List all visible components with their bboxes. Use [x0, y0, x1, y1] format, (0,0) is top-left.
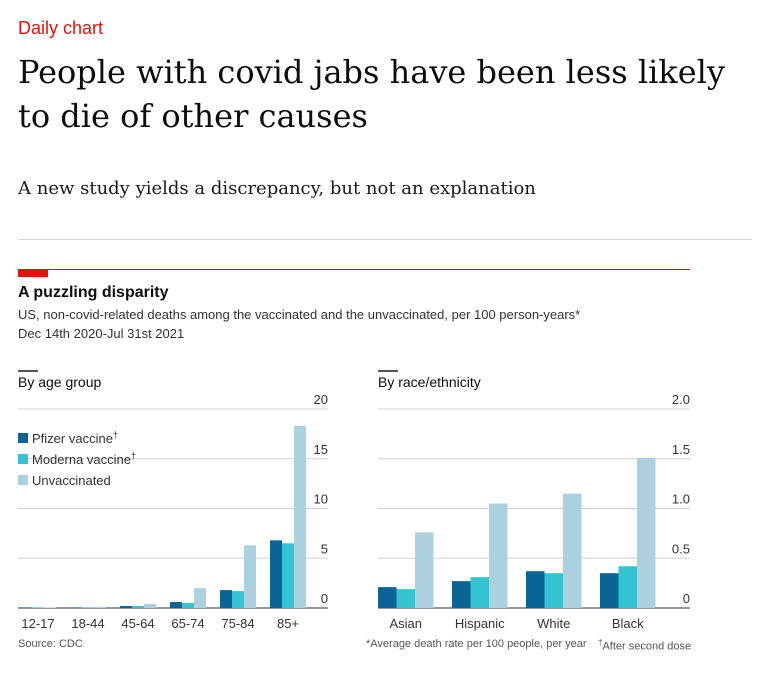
y-tick-label-1-0: 0 — [683, 591, 690, 606]
standfirst: A new study yields a discrepancy, but no… — [18, 178, 536, 199]
x-tick-label-asian: Asian — [389, 616, 422, 631]
bar-by-age-group-45-64-pfizer-vaccine — [120, 606, 132, 608]
bar-by-age-group-85-unvaccinated — [294, 425, 306, 608]
x-tick-label-45-64: 45-64 — [121, 616, 154, 631]
bar-by-age-group-45-64-unvaccinated — [144, 604, 156, 608]
legend-dagger-moderna-vaccine: † — [131, 451, 136, 461]
footnote-dagger-text: After second dose — [602, 640, 692, 653]
source: Source: CDC — [18, 638, 83, 650]
bar-by-race-ethnicity-asian-moderna-vaccine — [396, 589, 415, 608]
y-tick-label-1-4: 2.0 — [672, 392, 690, 407]
y-tick-label-0-4: 20 — [314, 392, 328, 407]
divider — [18, 239, 752, 240]
bar-by-age-group-85-pfizer-vaccine — [270, 540, 282, 608]
bar-by-race-ethnicity-hispanic-moderna-vaccine — [470, 577, 489, 608]
bar-by-age-group-85-moderna-vaccine — [282, 543, 294, 608]
y-tick-label-1-2: 1.0 — [672, 492, 690, 507]
bar-by-race-ethnicity-black-unvaccinated — [637, 457, 656, 608]
chart-subtitle: US, non-covid-related deaths among the v… — [18, 307, 581, 322]
x-tick-label-hispanic: Hispanic — [455, 616, 505, 631]
bar-by-race-ethnicity-hispanic-unvaccinated — [489, 503, 508, 608]
headline: People with covid jabs have been less li… — [18, 53, 725, 135]
chart-top-rule — [18, 269, 690, 270]
bar-by-age-group-45-64-moderna-vaccine — [132, 606, 144, 608]
panel-dash-age — [18, 370, 38, 372]
bar-by-race-ethnicity-black-moderna-vaccine — [618, 566, 637, 608]
chart-title: A puzzling disparity — [18, 284, 169, 301]
x-tick-label-white: White — [537, 616, 570, 631]
bar-by-age-group-75-84-unvaccinated — [244, 545, 256, 608]
x-tick-label-65-74: 65-74 — [171, 616, 204, 631]
bar-by-race-ethnicity-white-moderna-vaccine — [544, 573, 563, 608]
y-tick-label-0-3: 15 — [314, 442, 328, 457]
legend-swatch-pfizer-vaccine — [18, 433, 28, 443]
bar-by-age-group-12-17-pfizer-vaccine — [20, 607, 32, 608]
legend-swatch-unvaccinated — [18, 475, 28, 485]
legend-dagger-pfizer-vaccine: † — [113, 430, 118, 440]
footnote-dagger-mark: † — [598, 638, 603, 647]
y-tick-label-1-3: 1.5 — [672, 442, 690, 457]
bar-by-age-group-18-44-pfizer-vaccine — [70, 607, 82, 608]
x-tick-label-75-84: 75-84 — [221, 616, 254, 631]
x-tick-label-85: 85+ — [277, 616, 299, 631]
legend-swatch-moderna-vaccine — [18, 454, 28, 464]
bar-by-age-group-65-74-moderna-vaccine — [182, 603, 194, 608]
kicker: Daily chart — [18, 18, 104, 38]
legend-label-unvaccinated: Unvaccinated — [32, 473, 111, 488]
y-tick-label-0-0: 0 — [321, 591, 328, 606]
x-tick-label-12-17: 12-17 — [21, 616, 54, 631]
panel-title-age: By age group — [18, 374, 102, 390]
y-tick-label-0-2: 10 — [314, 492, 328, 507]
bar-by-age-group-12-17-unvaccinated — [44, 607, 56, 608]
bar-by-race-ethnicity-white-unvaccinated — [563, 493, 582, 608]
bar-by-age-group-75-84-moderna-vaccine — [232, 591, 244, 608]
y-tick-label-1-1: 0.5 — [672, 541, 690, 556]
y-tick-label-0-1: 5 — [321, 541, 328, 556]
bar-by-age-group-65-74-pfizer-vaccine — [170, 602, 182, 608]
legend-label-pfizer-vaccine: Pfizer vaccine† — [32, 430, 118, 446]
bar-by-race-ethnicity-asian-unvaccinated — [415, 532, 434, 608]
panel-dash-race — [378, 370, 398, 372]
chart-red-tag — [18, 269, 48, 277]
footnote-star: *Average death rate per 100 people, per … — [366, 638, 587, 650]
legend-label-moderna-vaccine: Moderna vaccine† — [32, 451, 136, 467]
footnote-dagger: †After second dose — [598, 638, 691, 653]
bar-by-race-ethnicity-asian-pfizer-vaccine — [378, 587, 397, 608]
bar-by-age-group-75-84-pfizer-vaccine — [220, 590, 232, 608]
bar-by-age-group-18-44-unvaccinated — [94, 607, 106, 608]
bar-by-age-group-18-44-moderna-vaccine — [82, 607, 94, 608]
bar-by-age-group-65-74-unvaccinated — [194, 588, 206, 608]
bar-by-age-group-12-17-moderna-vaccine — [32, 607, 44, 608]
x-tick-label-18-44: 18-44 — [71, 616, 104, 631]
panel-title-race: By race/ethnicity — [378, 374, 481, 390]
chart-period: Dec 14th 2020-Jul 31st 2021 — [18, 326, 185, 341]
bar-by-race-ethnicity-hispanic-pfizer-vaccine — [452, 581, 471, 608]
x-tick-label-black: Black — [612, 616, 644, 631]
bar-by-race-ethnicity-white-pfizer-vaccine — [526, 571, 545, 608]
bar-by-race-ethnicity-black-pfizer-vaccine — [600, 573, 619, 608]
